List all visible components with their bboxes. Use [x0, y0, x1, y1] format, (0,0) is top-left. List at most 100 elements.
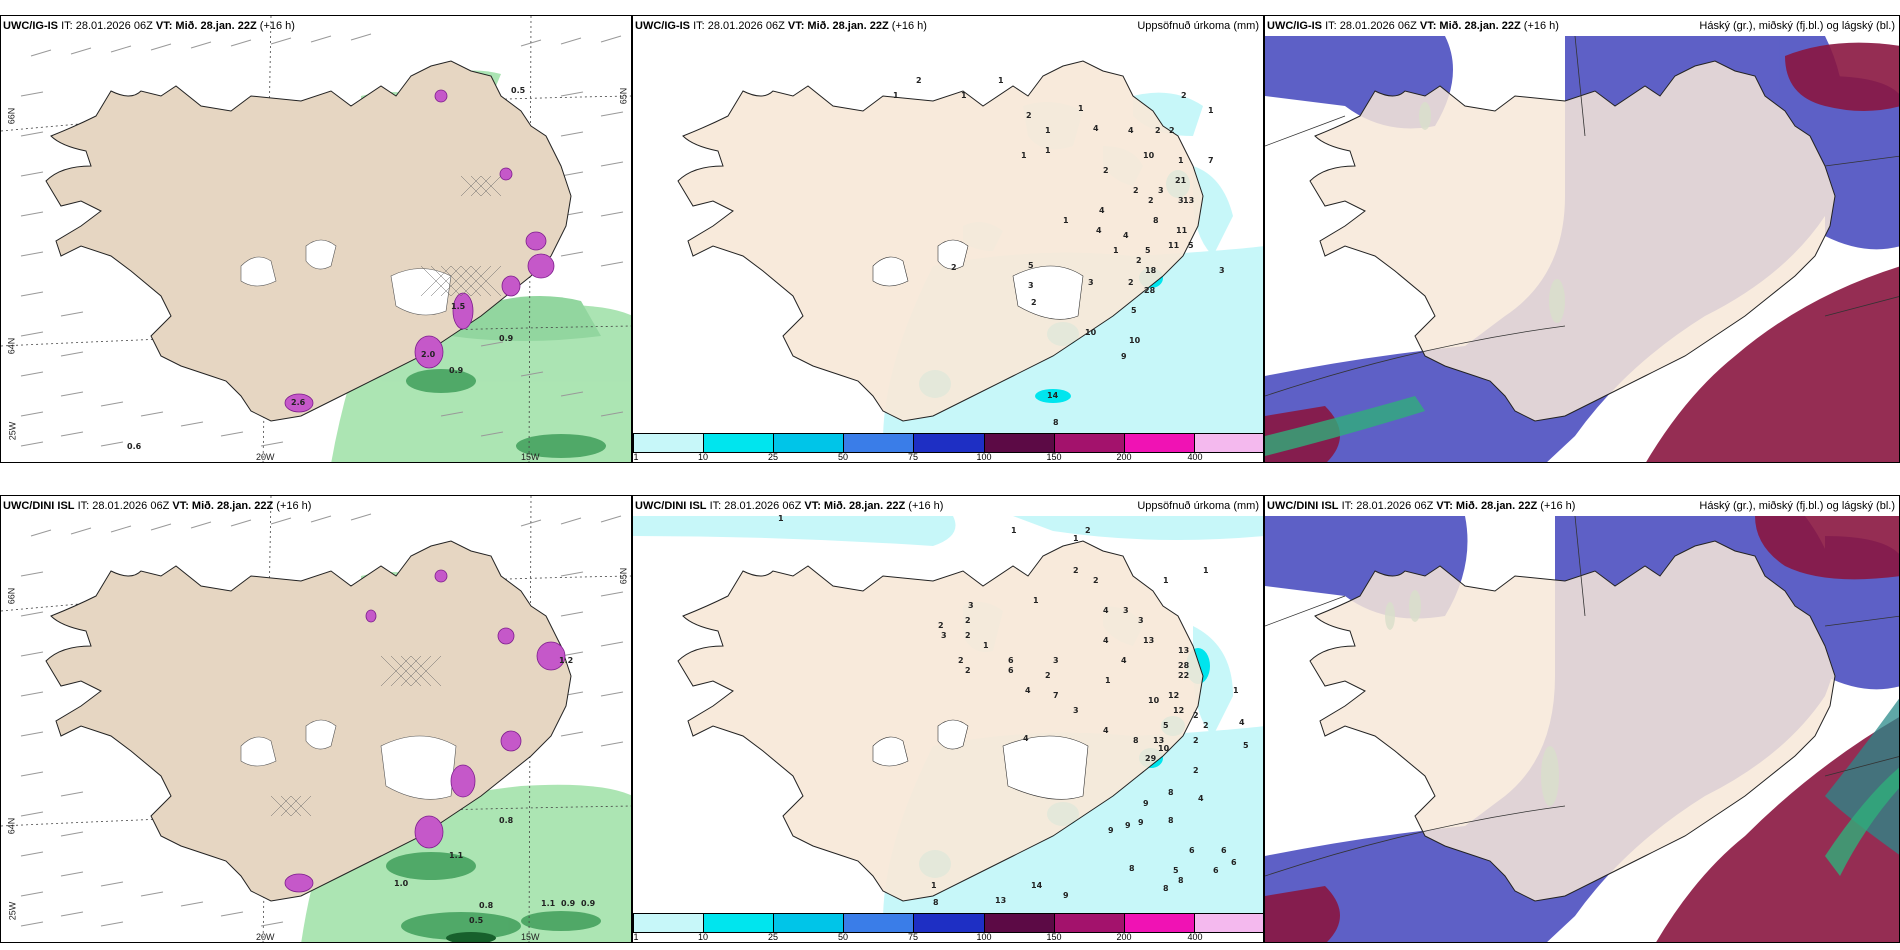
valid-time: VT: Mið. 28.jan. 22Z	[172, 500, 274, 512]
value-label: 7	[1053, 691, 1059, 700]
value-label: 1	[1033, 596, 1039, 605]
value-label: 9	[1063, 891, 1069, 900]
value-label: 4	[1093, 124, 1099, 133]
panel-bottom-right-clouds: UWC/DINI ISL IT: 28.01.2026 06Z VT: Mið.…	[1264, 495, 1900, 943]
lat-label-64n: 64N	[6, 817, 17, 835]
lon-label-15w: 15W	[521, 452, 540, 462]
value-label: 2	[938, 621, 944, 630]
lon-label-20w: 20W	[256, 452, 275, 462]
value-label: 6	[1221, 846, 1227, 855]
value-label: 9	[1125, 821, 1131, 830]
lon-label-15w: 15W	[521, 932, 540, 942]
value-label: 1	[1113, 246, 1119, 255]
legend-swatch	[1054, 914, 1125, 932]
model-name: UWC/DINI ISL	[3, 500, 75, 512]
value-label: 11	[1168, 241, 1180, 250]
value-label: 11	[1176, 226, 1188, 235]
value-label: 5	[1163, 721, 1169, 730]
value-label: 1	[1021, 151, 1027, 160]
iceland-landmass	[677, 540, 1204, 902]
legend-swatch	[1124, 434, 1195, 452]
value-label: 1	[1208, 106, 1214, 115]
legend-swatch	[844, 914, 915, 932]
value-label: 8	[1129, 864, 1135, 873]
value-label: 5	[1028, 261, 1034, 270]
value-label: 13	[1153, 736, 1165, 745]
value-label: 2	[1045, 671, 1051, 680]
value-label: 4	[1128, 126, 1134, 135]
lead-time: (+16 h)	[908, 500, 944, 512]
value-label: 0.9	[581, 899, 596, 908]
value-label: 2	[1031, 298, 1037, 307]
legend-ticks: 1 10 25 50 75 100 150 200 400	[633, 452, 1263, 462]
value-label: 3	[1088, 278, 1094, 287]
value-label: 12	[1173, 706, 1185, 715]
value-label: 6	[1008, 656, 1014, 665]
value-label: 5	[1188, 241, 1194, 250]
value-label: 1	[961, 91, 967, 100]
value-label: 6	[1231, 858, 1237, 867]
value-label: 1.1	[541, 899, 556, 908]
legend-ticks: 1 10 25 50 75 100 150 200 400	[633, 932, 1263, 942]
value-label: 8	[1178, 876, 1184, 885]
value-label: 1	[778, 514, 784, 523]
value-label: 1	[1073, 534, 1079, 543]
value-label: 2	[1093, 576, 1099, 585]
legend-tick: 200	[1116, 452, 1132, 462]
value-label: 8	[1053, 418, 1059, 427]
panel-title: Uppsöfnuð úrkoma (mm)	[1137, 20, 1259, 32]
valid-time: VT: Mið. 28.jan. 22Z	[1419, 20, 1521, 32]
value-label: 3	[1138, 616, 1144, 625]
legend-tick: 100	[976, 452, 992, 462]
panel-header: UWC/IG-IS IT: 28.01.2026 06Z VT: Mið. 28…	[3, 18, 631, 34]
value-label: 2.6	[291, 398, 306, 407]
init-time: IT: 28.01.2026 06Z	[1341, 500, 1434, 512]
lead-time: (+16 h)	[1540, 500, 1576, 512]
value-label: 2	[1136, 256, 1142, 265]
value-label: 2	[1026, 111, 1032, 120]
value-label: 3	[1178, 196, 1184, 205]
value-label: 3	[1028, 281, 1034, 290]
legend-swatch	[914, 434, 985, 452]
value-label: 4	[1099, 206, 1105, 215]
value-label: 8	[1153, 216, 1159, 225]
value-label: 2	[1128, 278, 1134, 287]
legend-swatch	[1194, 434, 1263, 452]
iceland-landmass	[45, 60, 572, 422]
value-label: 2	[958, 656, 964, 665]
lon-label-25w: 25W	[7, 901, 18, 921]
value-label: 1	[1063, 216, 1069, 225]
value-label: 4	[1103, 636, 1109, 645]
panel-header: UWC/DINI ISL IT: 28.01.2026 06Z VT: Mið.…	[635, 498, 1261, 514]
value-label: 3	[1053, 656, 1059, 665]
value-label: 4	[1025, 686, 1031, 695]
precip-legend-bar	[633, 433, 1263, 453]
legend-tick: 150	[1046, 452, 1062, 462]
legend-tick: 75	[907, 932, 919, 942]
value-label: 1	[1233, 686, 1239, 695]
value-label: 8	[1163, 884, 1169, 893]
legend-swatch	[984, 434, 1055, 452]
precip-legend-bar	[633, 913, 1263, 933]
map-precip-bottom	[633, 516, 1263, 921]
panel-title: Uppsöfnuð úrkoma (mm)	[1137, 500, 1259, 512]
value-label: 28	[1144, 286, 1156, 295]
map-wind-bottom	[1, 496, 631, 942]
iceland-landmass	[677, 60, 1204, 422]
legend-tick: 400	[1187, 452, 1203, 462]
value-label: 2	[965, 631, 971, 640]
value-label: 4	[1123, 231, 1129, 240]
value-label: 2	[1193, 736, 1199, 745]
value-label: 2	[916, 76, 922, 85]
value-label: 6	[1008, 666, 1014, 675]
value-label: 1	[983, 641, 989, 650]
value-label: 1	[1078, 104, 1084, 113]
value-label: 13	[1143, 636, 1155, 645]
legend-swatch	[1194, 914, 1263, 932]
value-label: 4	[1239, 718, 1245, 727]
panel-top-right-clouds: UWC/IG-IS IT: 28.01.2026 06Z VT: Mið. 28…	[1264, 15, 1900, 463]
value-label: 4	[1121, 656, 1127, 665]
map-precip-top	[677, 60, 1263, 441]
wind-barbs	[20, 33, 624, 447]
value-label: 0.9	[561, 899, 576, 908]
